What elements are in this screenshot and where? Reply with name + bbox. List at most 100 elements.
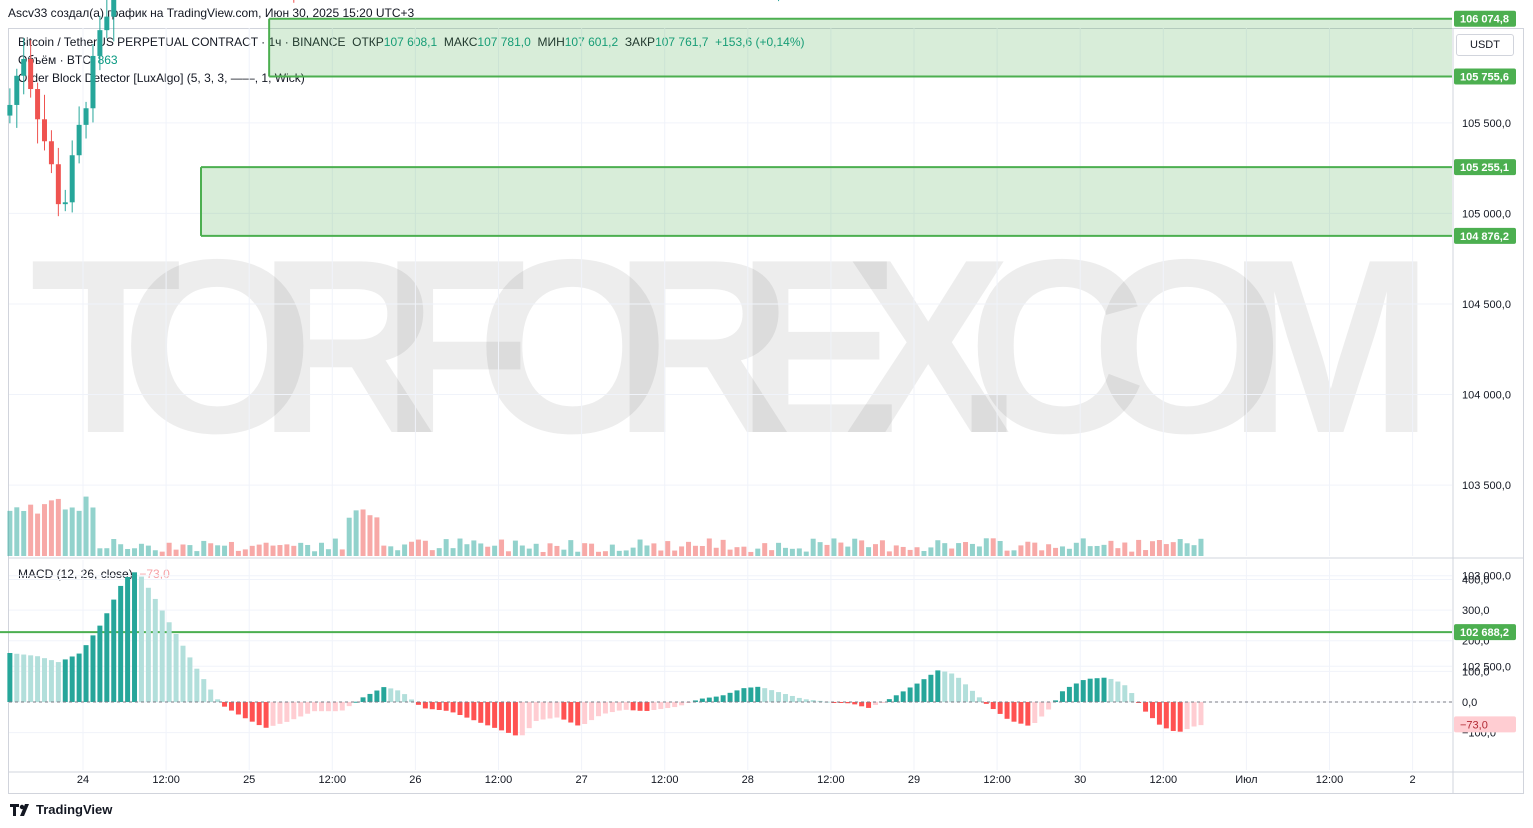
macd-label: MACD (12, 26, close) [18,567,133,581]
volume-bar [367,515,373,556]
candle-body [104,16,110,31]
candle-body [62,202,68,205]
volume-bar [180,544,186,556]
volume-bar [1011,550,1017,556]
time-tick-label: 25 [243,774,255,786]
close-label: ЗАКР [625,35,655,49]
volume-legend[interactable]: Объём · BTC 863 [18,53,118,67]
bullish-ob-top-label: 106 074,8 [1460,14,1509,26]
volume-bar [464,544,470,556]
macd-bar [21,654,27,702]
volume-bar [533,543,539,556]
indicator-legend[interactable]: Order Block Detector [LuxAlgo] (5, 3, 3,… [18,71,305,85]
volume-bar [886,551,892,556]
volume-bar [969,543,975,556]
macd-bar [727,692,733,702]
volume-bar [145,545,151,556]
macd-value-tag [1454,716,1516,733]
macd-bar [623,702,629,710]
bullish-ob-top-label: 102 688,2 [1460,627,1509,639]
candle-body [42,119,47,142]
price-tick-label: 105 000,0 [1462,208,1511,220]
macd-bar [1163,702,1169,729]
volume-bar [512,540,518,556]
macd-bar [533,702,539,721]
time-tick-label: 12:00 [152,774,180,786]
macd-bar [1191,702,1197,727]
volume-bar [28,504,34,556]
watermark: TORFOREX.COM [30,207,1434,485]
volume-bar [499,539,505,556]
volume-bar [1191,545,1197,556]
footer-brand[interactable]: TradingView [10,802,112,817]
macd-bar [602,702,608,714]
time-tick-label: 26 [409,774,421,786]
macd-bar [90,635,96,702]
macd-bar [845,702,851,704]
macd-bar [1101,677,1107,702]
macd-bar [859,702,865,707]
volume-bar [692,545,698,556]
macd-bar [1046,702,1052,710]
volume-bar [1073,542,1079,556]
volume-bar [1080,538,1086,556]
volume-bar [235,550,241,556]
volume-bar [949,548,955,556]
macd-bar [263,702,269,728]
volume-bar [249,545,255,556]
macd-bar [782,694,788,702]
volume-bar [679,546,685,556]
volume-bar [796,548,802,556]
macd-bar [166,622,172,702]
volume-bar [852,538,858,556]
macd-bar [339,702,345,711]
volume-bar [1122,542,1128,556]
macd-bar [914,683,920,702]
volume-bar [1177,539,1183,556]
macd-bar [942,671,948,702]
volume-bar [319,542,324,556]
volume-bar [242,549,248,556]
macd-bar [450,702,456,713]
macd-bar [1150,702,1155,719]
candle-body [55,164,61,205]
macd-bar [762,688,768,702]
volume-bar [159,551,165,556]
volume-bar [554,545,560,556]
volume-bar [789,548,795,556]
volume-bar [866,547,872,556]
volume-bar [1156,540,1162,556]
volume-bar [568,540,574,556]
macd-bar [810,700,816,702]
macd-bar [644,702,650,711]
price-tick-label: 104 500,0 [1462,299,1511,311]
time-tick-label: 24 [77,774,89,786]
grid [9,28,1523,770]
macd-bar [346,702,352,707]
price-unit-button[interactable]: USDT [1456,34,1514,56]
volume-bar [845,546,851,556]
macd-bar [1108,678,1114,702]
macd-legend[interactable]: MACD (12, 26, close) −73,0 [18,567,170,581]
macd-bar [706,697,712,702]
volume-bar [997,540,1003,556]
volume-bar [914,547,920,556]
macd-bar [228,702,234,711]
macd-bar [83,645,89,702]
volume-bar [519,545,525,556]
volume-bar [201,540,207,556]
macd-bar [672,702,678,708]
macd-bar [568,702,574,723]
macd-bar [949,673,955,702]
volume-bar [810,538,816,556]
macd-bar [1170,702,1176,731]
volume-bar [374,517,380,556]
macd-bar [111,599,117,702]
macd-bar [976,697,982,702]
candle-body [21,59,27,76]
volume-bar [873,544,878,556]
volume-bar [194,551,200,556]
macd-bar [457,702,463,716]
macd-bar [132,572,138,702]
